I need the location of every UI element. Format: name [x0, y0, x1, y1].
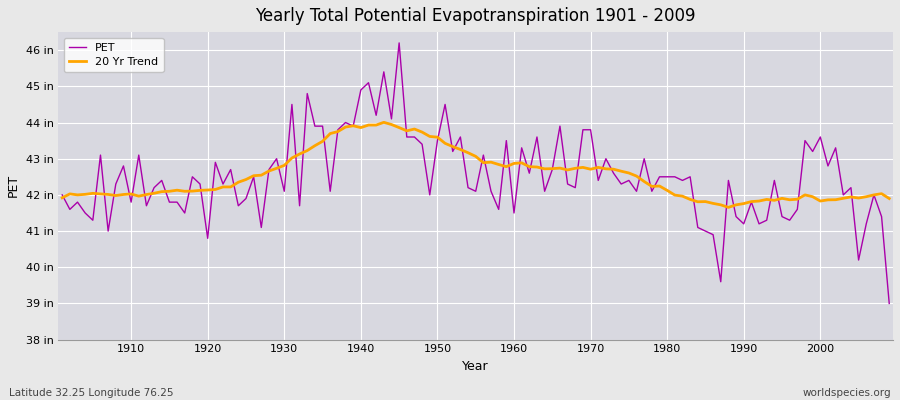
- 20 Yr Trend: [57, 195, 68, 200]
- 20 Yr Trend: [723, 205, 734, 210]
- Line: 20 Yr Trend: 20 Yr Trend: [62, 122, 889, 207]
- Legend: PET, 20 Yr Trend: PET, 20 Yr Trend: [64, 38, 164, 72]
- Text: Latitude 32.25 Longitude 76.25: Latitude 32.25 Longitude 76.25: [9, 388, 174, 398]
- PET: [57, 192, 68, 197]
- PET: [393, 40, 404, 45]
- 20 Yr Trend: [286, 156, 297, 160]
- 20 Yr Trend: [332, 129, 343, 134]
- 20 Yr Trend: [884, 196, 895, 201]
- PET: [118, 164, 129, 168]
- PET: [608, 171, 619, 176]
- PET: [332, 127, 343, 132]
- Line: PET: PET: [62, 43, 889, 304]
- 20 Yr Trend: [378, 120, 389, 125]
- 20 Yr Trend: [118, 192, 129, 197]
- PET: [508, 210, 519, 215]
- X-axis label: Year: Year: [463, 360, 489, 373]
- PET: [517, 146, 527, 150]
- Title: Yearly Total Potential Evapotranspiration 1901 - 2009: Yearly Total Potential Evapotranspiratio…: [256, 7, 696, 25]
- 20 Yr Trend: [508, 161, 519, 166]
- Text: worldspecies.org: worldspecies.org: [803, 388, 891, 398]
- PET: [884, 301, 895, 306]
- PET: [286, 102, 297, 107]
- Y-axis label: PET: PET: [7, 174, 20, 198]
- 20 Yr Trend: [517, 160, 527, 165]
- 20 Yr Trend: [608, 167, 619, 172]
